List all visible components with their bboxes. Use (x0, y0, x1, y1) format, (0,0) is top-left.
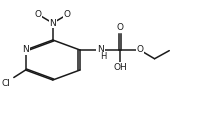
Text: O: O (117, 23, 124, 32)
Text: N: N (22, 46, 29, 54)
Text: OH: OH (113, 63, 127, 72)
Text: O: O (136, 46, 143, 54)
Text: O: O (64, 10, 71, 19)
Text: H: H (100, 52, 106, 61)
Text: N: N (49, 19, 56, 28)
Text: Cl: Cl (2, 79, 11, 88)
Text: O: O (35, 10, 42, 19)
Text: N: N (97, 46, 104, 54)
